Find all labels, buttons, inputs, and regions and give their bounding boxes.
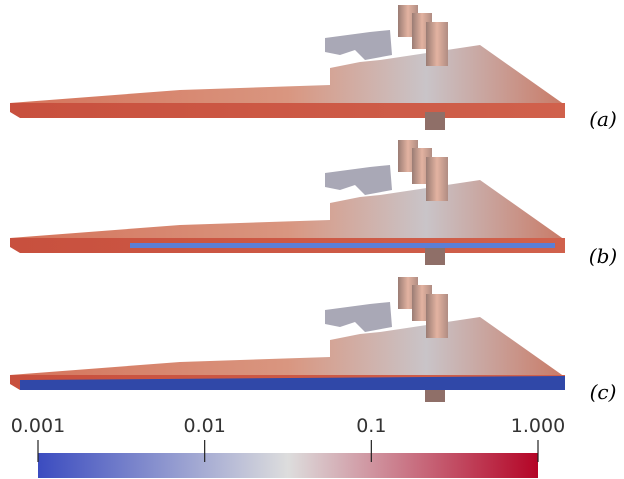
tick-label: 0.001 [11, 415, 65, 437]
tick-label: 1.000 [511, 415, 565, 437]
figure: (a) (b) (c) 0.001 0.01 0.1 1.000 [0, 0, 624, 479]
panel-label: (b) [589, 244, 617, 268]
colorbar [38, 453, 538, 478]
tick-label: 0.01 [184, 415, 226, 437]
panel-label: (a) [589, 107, 617, 131]
render-a [10, 5, 565, 130]
render-b [10, 140, 565, 265]
tick-label: 0.1 [356, 415, 386, 437]
render-c [10, 277, 565, 402]
panel-label: (c) [590, 380, 617, 404]
